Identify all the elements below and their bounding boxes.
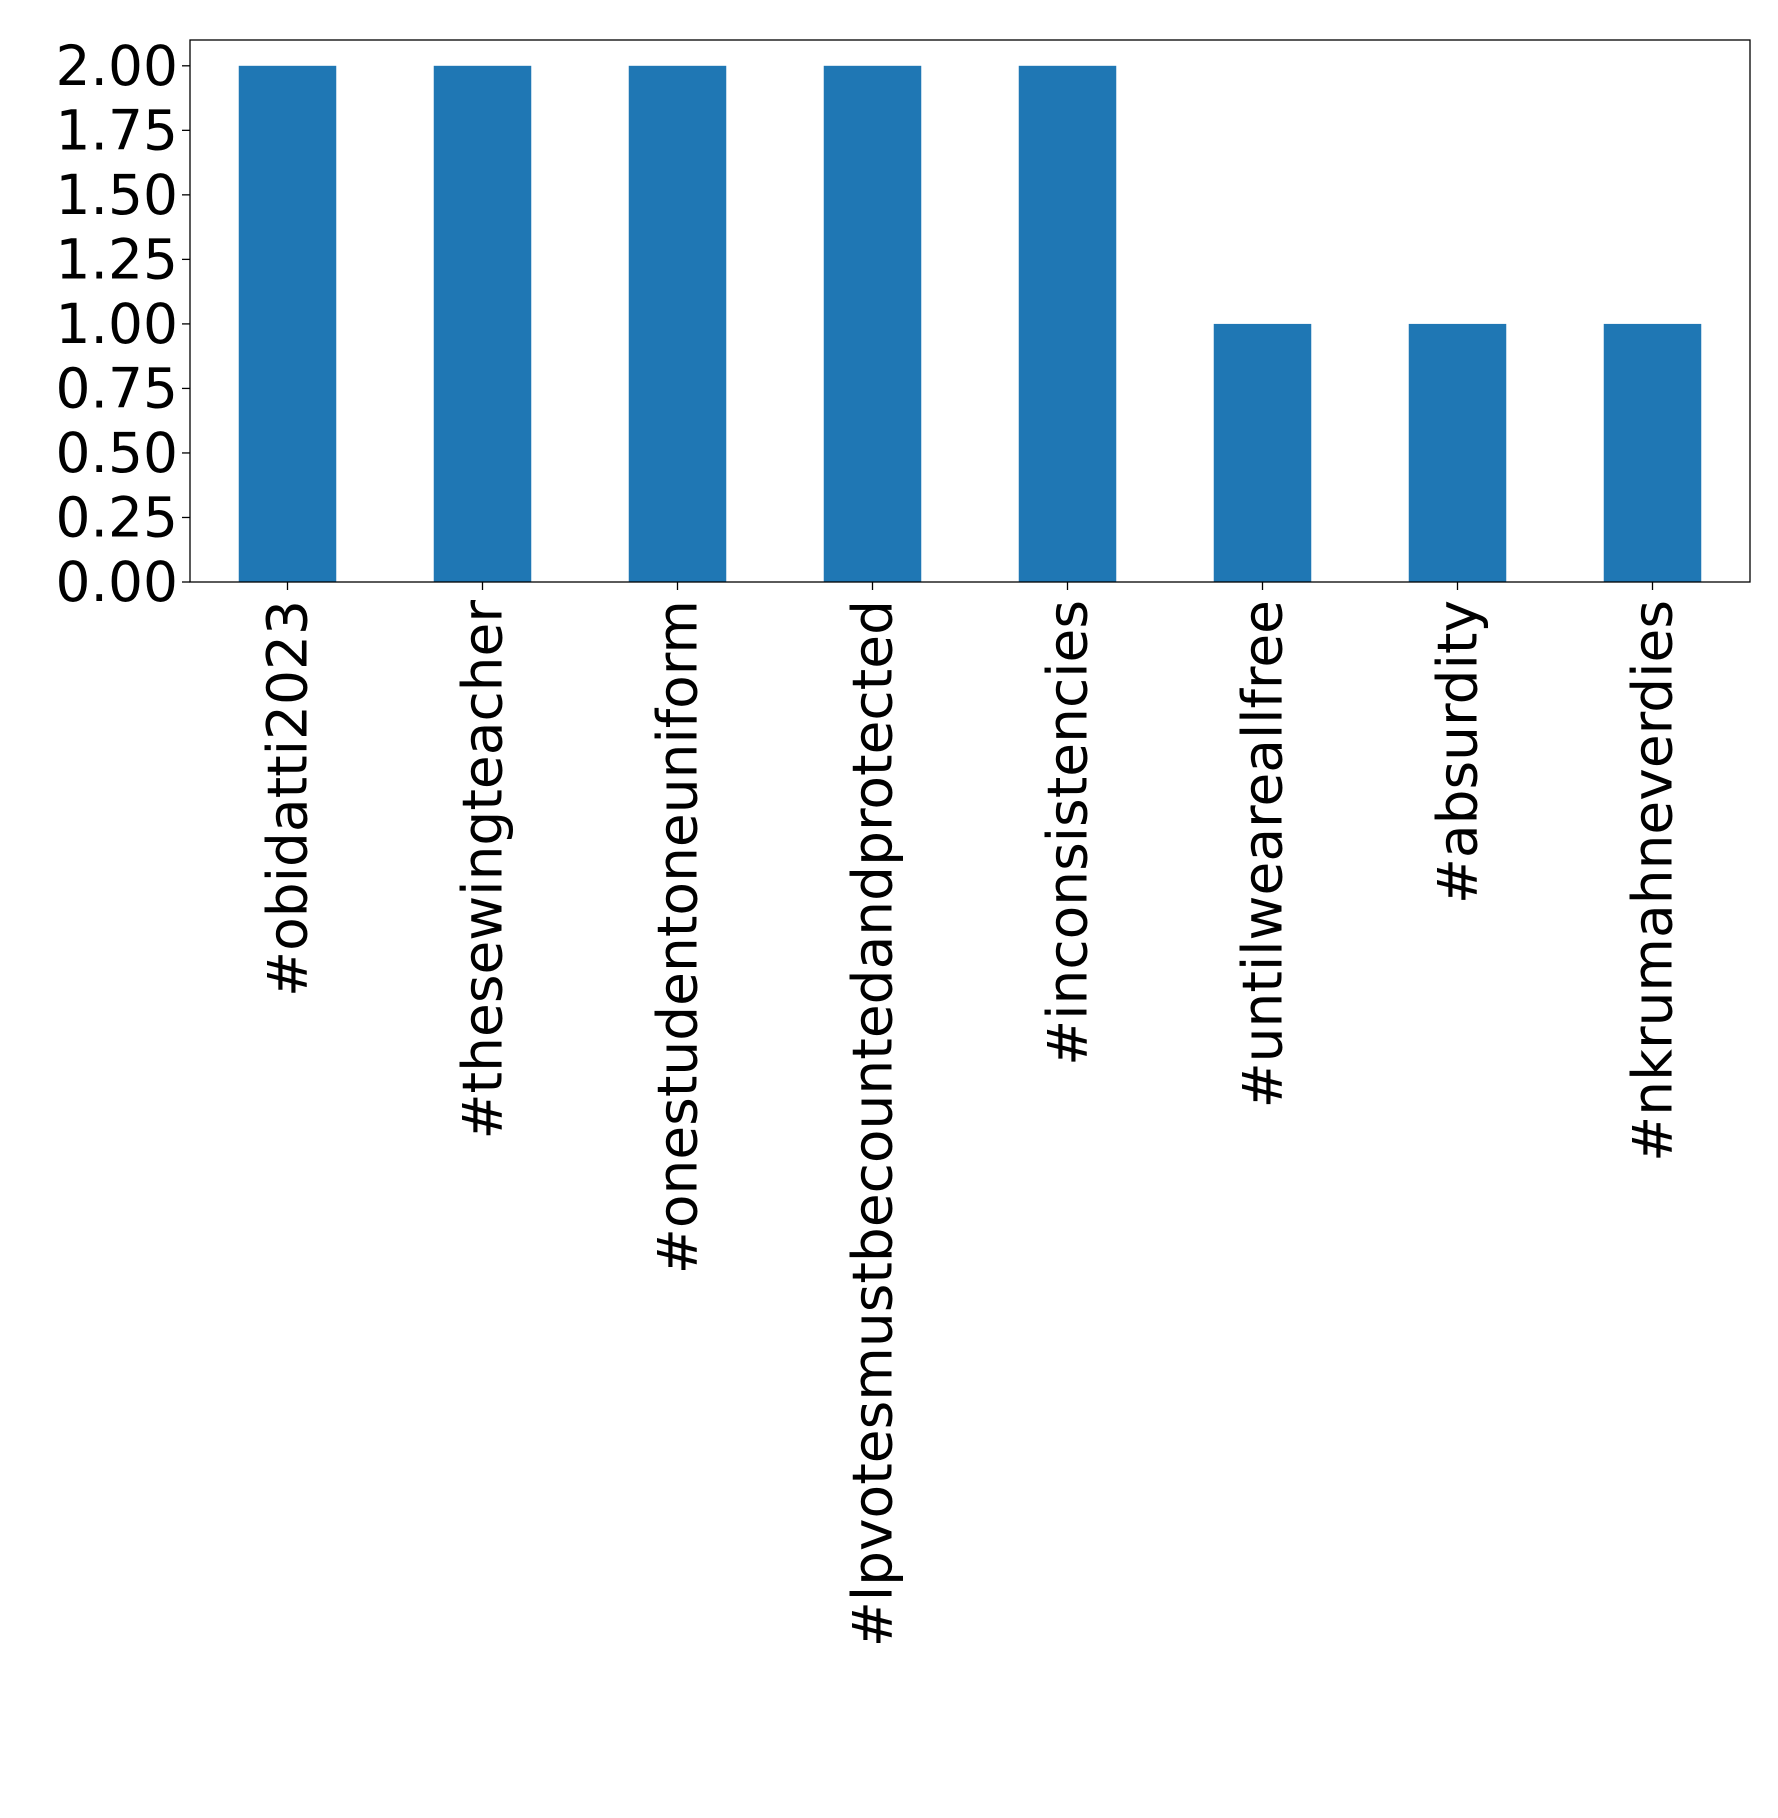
y-tick-label: 1.75 (56, 98, 178, 162)
y-tick-label: 0.00 (56, 550, 178, 614)
bar-obidatti2023 (238, 65, 337, 583)
y-tick-label: 1.00 (56, 292, 178, 356)
x-tick-label: #obidatti2023 (256, 600, 320, 997)
y-tick-label: 0.75 (56, 356, 178, 420)
x-tick-label: #inconsistencies (1036, 600, 1100, 1066)
y-axis: 0.000.250.500.751.001.251.501.752.00 (56, 34, 190, 614)
bar-nkrumahneverdies (1603, 323, 1702, 582)
bar-absurdity (1408, 323, 1507, 582)
bar-onestudentoneuniform (628, 65, 727, 583)
bars-group (238, 65, 1702, 583)
bar-thesewingteacher (433, 65, 532, 583)
y-tick-label: 1.25 (56, 227, 178, 291)
x-tick-label: #absurdity (1426, 600, 1490, 904)
bar-lpvotesmustbecountedandprotected (823, 65, 922, 583)
x-tick-label: #nkrumahneverdies (1621, 600, 1685, 1162)
x-tick-label: #untilweareallfree (1231, 600, 1295, 1108)
plot-frame (189, 39, 1751, 583)
y-tick-label: 1.50 (56, 163, 178, 227)
bar-inconsistencies (1018, 65, 1117, 583)
y-tick-label: 2.00 (56, 34, 178, 98)
x-tick-label: #lpvotesmustbecountedandprotected (841, 600, 905, 1647)
y-tick-label: 0.25 (56, 485, 178, 549)
x-tick-label: #thesewingteacher (451, 600, 515, 1140)
bar-untilweareallfree (1213, 323, 1312, 582)
x-tick-label: #onestudentoneuniform (646, 600, 710, 1274)
x-axis: #obidatti2023 #thesewingteacher #onestuden… (256, 582, 1685, 1647)
y-tick-label: 0.50 (56, 421, 178, 485)
